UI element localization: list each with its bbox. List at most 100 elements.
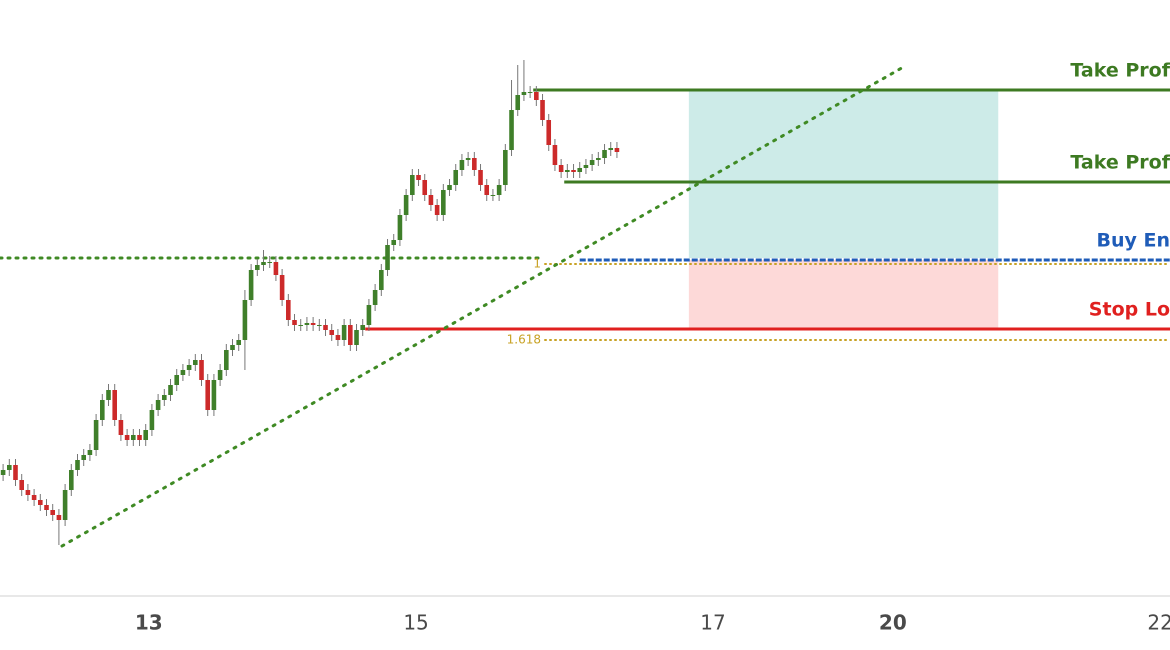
candle-body — [422, 180, 428, 195]
candle-body — [360, 325, 366, 330]
x-tick-label: 13 — [135, 611, 163, 635]
candle-body — [87, 450, 93, 455]
candle-body — [143, 430, 149, 440]
candle-body — [155, 400, 161, 410]
candle-body — [25, 490, 31, 495]
candle-body — [186, 365, 192, 370]
candle-body — [286, 300, 291, 320]
candle-body — [484, 185, 490, 195]
candle-body — [496, 185, 502, 195]
x-tick-label: 17 — [700, 611, 725, 635]
candle-body — [310, 323, 316, 325]
candle-body — [509, 110, 514, 150]
fib-label: 1.618 — [507, 333, 541, 347]
level-label: Take Prof — [1070, 60, 1170, 82]
level-label: Buy En — [1096, 230, 1170, 252]
candle-body — [217, 370, 223, 380]
candle-body — [149, 410, 155, 430]
candle-body — [372, 290, 378, 305]
candle-body — [472, 158, 477, 170]
candle-body — [602, 150, 607, 158]
candle-body — [174, 375, 180, 385]
candle-body — [81, 455, 87, 460]
candle-body — [571, 170, 576, 172]
candle-body — [503, 150, 508, 185]
candle-body — [478, 170, 483, 185]
candle-body — [323, 325, 328, 330]
candle-body — [180, 370, 186, 375]
trend-line — [60, 64, 907, 548]
candle-body — [292, 320, 297, 325]
candle-body — [614, 148, 620, 152]
candle-body — [583, 165, 589, 168]
candle-body — [261, 262, 266, 265]
candle-body — [453, 170, 459, 185]
candle-body — [298, 325, 304, 326]
candle-body — [335, 335, 341, 340]
candle-body — [490, 195, 496, 196]
position-box — [688, 90, 999, 258]
candle-body — [428, 195, 434, 205]
candle-body — [552, 145, 558, 165]
candle-body — [447, 185, 452, 190]
level-label: Stop Lo — [1089, 299, 1170, 321]
candle-body — [230, 345, 235, 350]
x-tick-label: 15 — [403, 611, 428, 635]
candle-body — [255, 265, 260, 270]
candle-body — [118, 420, 124, 435]
candle-body — [515, 95, 521, 110]
candle-body — [534, 92, 539, 100]
candle-body — [385, 245, 390, 270]
candle-body — [236, 340, 242, 345]
candle-body — [19, 480, 25, 490]
candle-body — [112, 390, 118, 420]
candle-body — [279, 275, 285, 300]
candle-body — [13, 465, 18, 480]
candle-body — [162, 395, 167, 400]
candle-body — [31, 495, 37, 500]
candle-body — [69, 470, 74, 490]
candle-body — [199, 360, 204, 380]
candle-body — [242, 300, 248, 340]
candle-body — [93, 420, 99, 450]
candle-body — [205, 380, 211, 410]
candle-body — [317, 325, 322, 326]
candle-body — [348, 325, 353, 345]
candle-body — [0, 470, 6, 475]
x-tick-label: 20 — [879, 611, 907, 635]
candle-body — [434, 205, 440, 215]
candle-body — [391, 240, 397, 245]
position-box — [688, 260, 999, 328]
candle-body — [100, 400, 105, 420]
candle-body — [7, 465, 12, 470]
candle-body — [341, 325, 347, 340]
candle-body — [193, 360, 198, 365]
candle-body — [44, 505, 49, 510]
candle-body — [168, 385, 173, 395]
candle-body — [416, 175, 421, 180]
candle-body — [56, 515, 62, 520]
candle-body — [465, 158, 471, 160]
x-tick-label: 22 — [1147, 611, 1170, 635]
candle-body — [459, 160, 465, 170]
candle-body — [558, 165, 564, 172]
fib-label: 1 — [533, 257, 541, 271]
candle-body — [273, 262, 279, 275]
candle-body — [224, 350, 229, 370]
candle-body — [267, 262, 273, 263]
candle-body — [329, 330, 335, 335]
candle-body — [546, 120, 552, 145]
candle-body — [410, 175, 415, 195]
candle-body — [540, 100, 545, 120]
candle-body — [131, 435, 136, 440]
candle-body — [38, 500, 43, 505]
candle-body — [366, 305, 372, 325]
level-label: Take Prof — [1070, 152, 1170, 174]
candle-body — [62, 490, 68, 520]
candle-body — [589, 160, 595, 165]
candle-body — [397, 215, 403, 240]
candle-body — [304, 323, 310, 325]
candle-body — [608, 148, 614, 150]
candle-body — [379, 270, 384, 290]
candle-body — [354, 330, 359, 345]
